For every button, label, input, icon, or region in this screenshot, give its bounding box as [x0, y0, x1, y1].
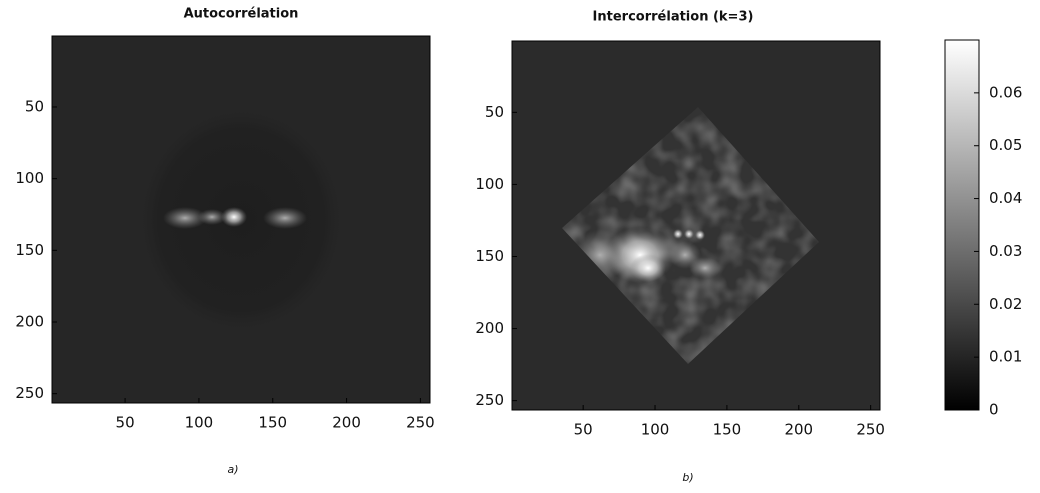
y-tick-label: 250: [475, 391, 504, 409]
colorbar-tick-label: 0.06: [989, 83, 1022, 101]
y-tick-label: 50: [25, 97, 44, 115]
x-tick-label: 150: [258, 414, 287, 432]
caption: a): [227, 463, 238, 476]
y-tick-label: 200: [15, 313, 44, 331]
chart-title: Intercorrélation (k=3): [593, 10, 754, 25]
colorbar-tick-label: 0.02: [989, 295, 1022, 313]
y-tick-label: 50: [485, 103, 504, 121]
colorbar-tick-label: 0.03: [989, 242, 1022, 260]
colorbar-tick-label: 0: [989, 401, 999, 419]
x-tick-label: 50: [116, 414, 135, 432]
axes-frame: [51, 35, 431, 404]
x-tick-label: 250: [856, 421, 885, 439]
y-tick-label: 150: [475, 247, 504, 265]
image-a: [52, 36, 430, 403]
x-tick-label: 150: [713, 421, 742, 439]
x-tick-label: 100: [185, 414, 214, 432]
y-tick-label: 250: [15, 384, 44, 402]
y-tick-label: 100: [15, 169, 44, 187]
y-tick-label: 200: [475, 319, 504, 337]
chart-title: Autocorrélation: [184, 7, 299, 22]
axes-frame: [511, 40, 881, 411]
y-tick-label: 100: [475, 175, 504, 193]
x-tick-label: 100: [641, 421, 670, 439]
colorbar-tick-label: 0.01: [989, 348, 1022, 366]
x-tick-label: 50: [574, 421, 593, 439]
y-tick-label: 150: [15, 241, 44, 259]
caption: b): [682, 471, 693, 484]
colorbar-tick-label: 0.04: [989, 189, 1022, 207]
x-tick-label: 200: [784, 421, 813, 439]
colorbar: [944, 39, 980, 411]
image-b: [512, 41, 880, 410]
colorbar-tick-label: 0.05: [989, 136, 1022, 154]
x-tick-label: 250: [406, 414, 435, 432]
x-tick-label: 200: [332, 414, 361, 432]
